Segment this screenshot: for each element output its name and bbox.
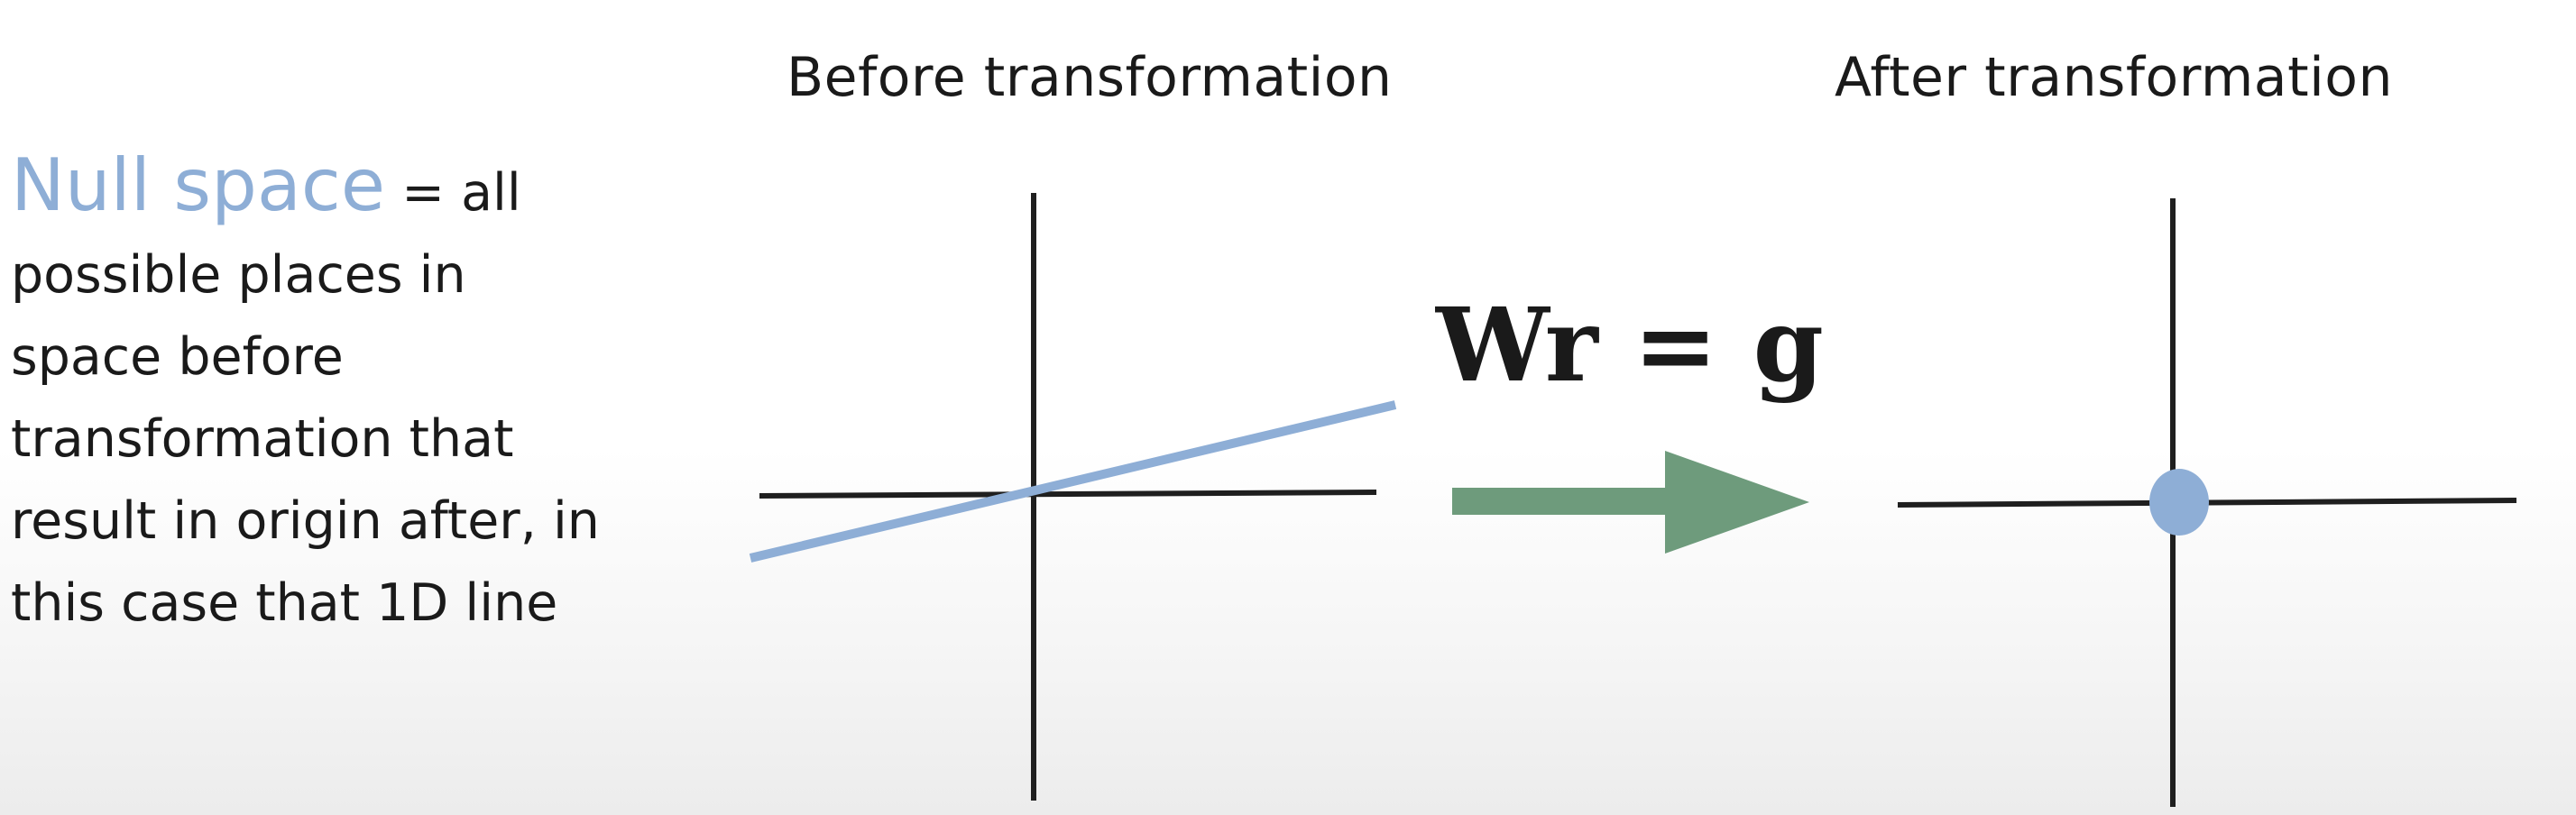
explanation-line-1: Null space = all — [11, 144, 732, 234]
explanation-text-1: = all — [401, 163, 521, 223]
origin-point — [2149, 469, 2209, 536]
explanation-line-3: space before — [11, 327, 344, 387]
arrow-shaft — [1452, 488, 1669, 515]
arrow-head — [1665, 451, 1809, 554]
before-x-axis — [759, 490, 1377, 499]
transformation-arrow — [1452, 451, 1809, 554]
equation-wr-equals-g: Wr = g — [1436, 287, 1824, 405]
heading-after-transformation: After transformation — [1835, 46, 2393, 109]
null-space-line — [749, 400, 1397, 563]
explanation-line-6: this case that 1D line — [11, 573, 558, 633]
heading-before-transformation: Before transformation — [787, 46, 1393, 109]
null-space-term: Null space — [11, 143, 386, 227]
null-space-explanation: Null space = all possible places in spac… — [11, 144, 732, 645]
explanation-line-5: result in origin after, in — [11, 491, 600, 551]
explanation-line-4: transformation that — [11, 409, 514, 469]
explanation-line-2: possible places in — [11, 245, 466, 305]
